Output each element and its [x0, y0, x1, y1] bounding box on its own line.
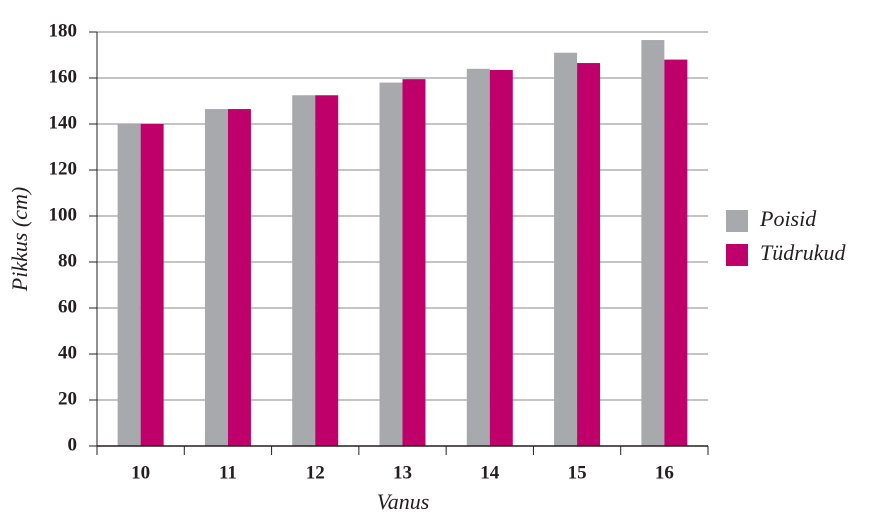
bar [466, 68, 490, 447]
bar [379, 82, 403, 446]
y-tick-label: 100 [49, 204, 78, 225]
bar [315, 95, 339, 446]
y-tick-label: 0 [68, 434, 78, 455]
bar [117, 124, 141, 446]
x-tick-label: 16 [655, 462, 674, 483]
legend-label: Poisid [759, 206, 817, 231]
legend-label: Tüdrukud [760, 240, 847, 265]
bar [402, 79, 426, 447]
legend-swatch [726, 210, 748, 232]
y-tick-label: 140 [49, 112, 78, 133]
bar [641, 40, 665, 447]
y-tick-label: 160 [49, 66, 78, 87]
bar [554, 52, 578, 446]
y-tick-label: 20 [58, 388, 77, 409]
y-tick-label: 40 [58, 342, 77, 363]
bar [577, 63, 601, 447]
y-tick-label: 180 [49, 20, 78, 41]
bar [227, 109, 251, 447]
x-tick-label: 10 [131, 462, 150, 483]
bar [664, 59, 688, 446]
bar [292, 95, 316, 446]
x-tick-label: 12 [306, 462, 325, 483]
x-tick-label: 11 [219, 462, 237, 483]
bar [140, 124, 164, 446]
y-axis-label: Pikkus (cm) [7, 187, 32, 292]
x-tick-label: 14 [480, 462, 500, 483]
x-axis-label: Vanus [377, 489, 430, 514]
x-tick-label: 13 [393, 462, 412, 483]
y-tick-label: 80 [58, 250, 77, 271]
bar [489, 69, 513, 446]
y-tick-label: 60 [58, 296, 77, 317]
bar [204, 109, 228, 447]
y-tick-label: 120 [49, 158, 78, 179]
x-tick-label: 15 [568, 462, 587, 483]
legend-swatch [726, 244, 748, 266]
